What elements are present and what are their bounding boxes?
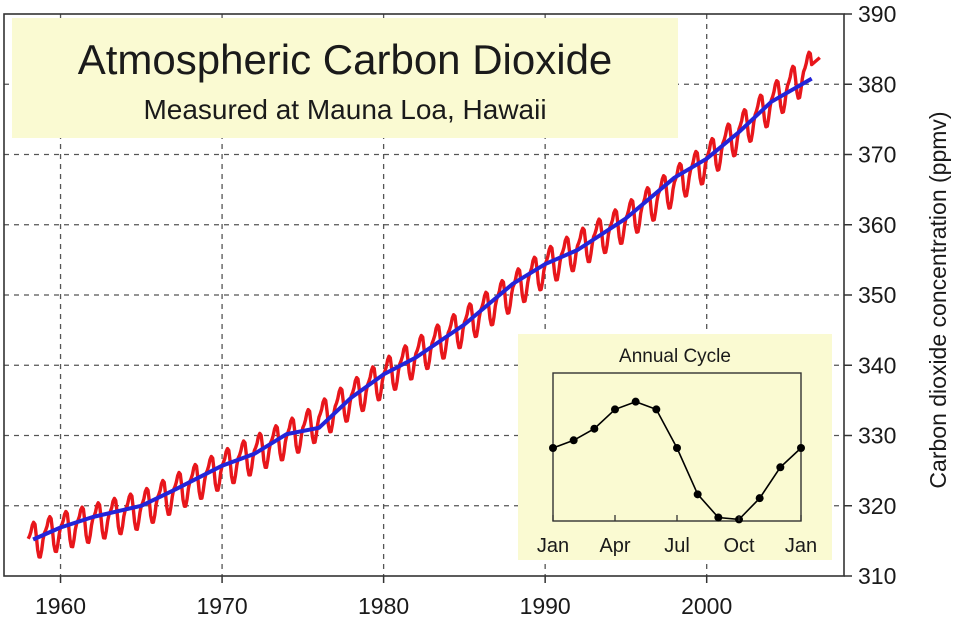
chart-title: Atmospheric Carbon Dioxide	[78, 36, 613, 83]
annual-cycle-point	[569, 436, 578, 445]
title-box	[12, 18, 678, 138]
inset-tick-label: Apr	[599, 535, 630, 557]
y-axis-label: Carbon dioxide concentration (ppmv)	[925, 111, 951, 488]
inset-tick-label: Jan	[537, 535, 569, 557]
annual-cycle-point	[652, 405, 661, 414]
annual-cycle-point	[549, 444, 557, 452]
x-axis: 1960 1970 1980 1990 2000	[35, 576, 732, 618]
x-tick-label: 1980	[358, 593, 409, 618]
inset-tick-label: Jan	[785, 535, 817, 557]
x-tick-label: 1990	[520, 593, 571, 618]
inset-plot: Jan Apr Jul Oct Jan	[537, 397, 817, 557]
y-tick-label: 370	[858, 142, 896, 168]
annual-cycle-point	[755, 494, 764, 503]
x-tick-label: 2000	[681, 593, 732, 618]
y-tick-label: 330	[858, 423, 896, 449]
annual-cycle-point	[776, 463, 785, 472]
annual-cycle-point	[611, 405, 619, 414]
annual-cycle-point	[693, 490, 702, 499]
inset-title: Annual Cycle	[619, 346, 731, 367]
x-tick-label: 1960	[35, 593, 86, 618]
inset-tick-label: Jul	[664, 535, 690, 557]
y-tick-label: 350	[858, 282, 896, 308]
x-tick-label: 1970	[196, 593, 247, 618]
annual-cycle-point	[714, 513, 723, 522]
y-tick-label: 340	[858, 352, 896, 378]
y-axis: 310 320 330 340 350 360 370 380 390	[844, 1, 896, 589]
annual-cycle-point	[590, 424, 599, 433]
y-tick-label: 310	[858, 563, 896, 589]
inset-tick-label: Oct	[723, 535, 755, 557]
y-tick-label: 380	[858, 71, 896, 97]
annual-cycle-point	[673, 444, 681, 452]
annual-cycle-point	[797, 444, 805, 452]
annual-trend-line	[32, 76, 813, 542]
chart-subtitle: Measured at Mauna Loa, Hawaii	[143, 94, 546, 125]
y-tick-label: 390	[858, 1, 896, 27]
y-tick-label: 320	[858, 493, 896, 519]
annual-cycle-point	[631, 397, 640, 406]
plot-area	[26, 50, 821, 559]
y-tick-label: 360	[858, 212, 896, 238]
